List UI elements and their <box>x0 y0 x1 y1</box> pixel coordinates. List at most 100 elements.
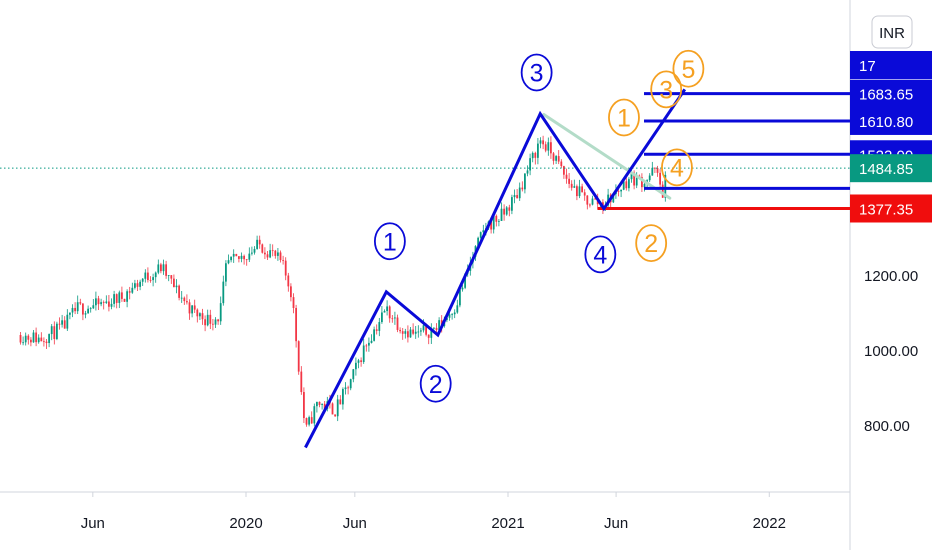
svg-text:1683.65: 1683.65 <box>859 87 913 104</box>
candle <box>433 327 435 330</box>
candle <box>508 204 511 217</box>
candle <box>404 328 407 339</box>
candle <box>30 337 32 347</box>
wave-label: 3 <box>520 53 553 92</box>
candle <box>305 417 308 427</box>
candle <box>589 203 591 208</box>
candle <box>269 243 272 259</box>
wave-label: 1 <box>608 98 640 137</box>
candle <box>180 290 183 303</box>
candle <box>297 340 300 375</box>
candle <box>659 168 662 189</box>
candle <box>89 307 92 313</box>
candle <box>516 189 519 199</box>
candle <box>591 195 594 206</box>
candle <box>217 318 220 325</box>
horizontal-levels[interactable] <box>597 92 850 210</box>
price-label: 1683.65 <box>850 79 932 108</box>
wave-labels: 1 2 3 4 1 2 3 4 5 <box>373 49 705 403</box>
candle <box>123 298 126 303</box>
currency-badge[interactable]: INR <box>871 15 913 49</box>
candle <box>295 304 298 348</box>
candle <box>274 249 277 259</box>
candle <box>79 298 82 306</box>
price-label: 17 <box>850 51 932 79</box>
candle <box>136 279 139 292</box>
candle <box>258 235 261 249</box>
candle <box>537 138 539 165</box>
candle <box>383 309 386 313</box>
candle <box>401 327 404 340</box>
candle <box>82 303 84 321</box>
x-tick-label: Jun <box>604 515 628 532</box>
candle <box>534 151 537 165</box>
candle <box>334 414 337 417</box>
candle <box>498 219 500 227</box>
candle <box>95 291 97 311</box>
candle <box>271 244 274 257</box>
currency-badge-box <box>871 15 913 49</box>
svg-text:4: 4 <box>593 241 607 269</box>
candle <box>74 302 77 315</box>
candle <box>165 260 168 279</box>
candle <box>227 254 230 265</box>
candle <box>316 401 318 413</box>
candle <box>529 153 532 176</box>
y-axis-labels: 800.00 1000.00 1200.00 <box>864 268 918 435</box>
candle <box>61 314 64 328</box>
svg-text:1: 1 <box>383 228 397 256</box>
candle <box>121 286 123 302</box>
candle <box>92 298 95 309</box>
candle <box>409 326 412 338</box>
candle <box>388 305 391 323</box>
candle <box>245 258 248 266</box>
candle <box>552 151 555 165</box>
candle <box>360 357 363 367</box>
x-tick-label: 2021 <box>491 515 524 532</box>
descending-trend-line <box>542 113 672 200</box>
impulse-wave[interactable] <box>304 88 687 449</box>
candle <box>339 395 342 405</box>
candle <box>219 296 222 325</box>
candle <box>154 271 157 283</box>
svg-text:2: 2 <box>644 230 658 258</box>
candle <box>126 289 129 308</box>
candle <box>56 321 58 341</box>
x-tick-label: 2022 <box>753 515 786 532</box>
candle <box>24 332 27 346</box>
candle <box>139 279 142 291</box>
candle <box>513 189 516 204</box>
candle <box>511 194 513 215</box>
candle <box>420 327 422 336</box>
candle <box>256 235 259 250</box>
candle <box>113 290 116 308</box>
candle <box>331 402 334 415</box>
wave-label: 2 <box>635 224 668 263</box>
candle <box>100 298 103 307</box>
candle <box>266 250 269 260</box>
candle <box>149 276 152 283</box>
candle <box>461 284 464 292</box>
candle <box>201 308 204 325</box>
candle <box>656 165 659 177</box>
candle <box>500 202 503 222</box>
candle <box>170 275 173 284</box>
candle <box>69 312 71 320</box>
svg-text:1: 1 <box>617 105 631 133</box>
candle <box>435 323 438 333</box>
candle <box>43 337 45 347</box>
candle <box>66 309 69 331</box>
candle <box>235 253 238 257</box>
candle <box>175 279 178 294</box>
candle <box>160 262 162 274</box>
candle <box>232 249 235 263</box>
candle <box>544 141 547 153</box>
candle <box>102 300 105 310</box>
candle <box>87 305 90 314</box>
candle <box>45 339 48 350</box>
candle <box>261 243 264 254</box>
candle <box>365 343 368 352</box>
candle <box>253 246 256 255</box>
